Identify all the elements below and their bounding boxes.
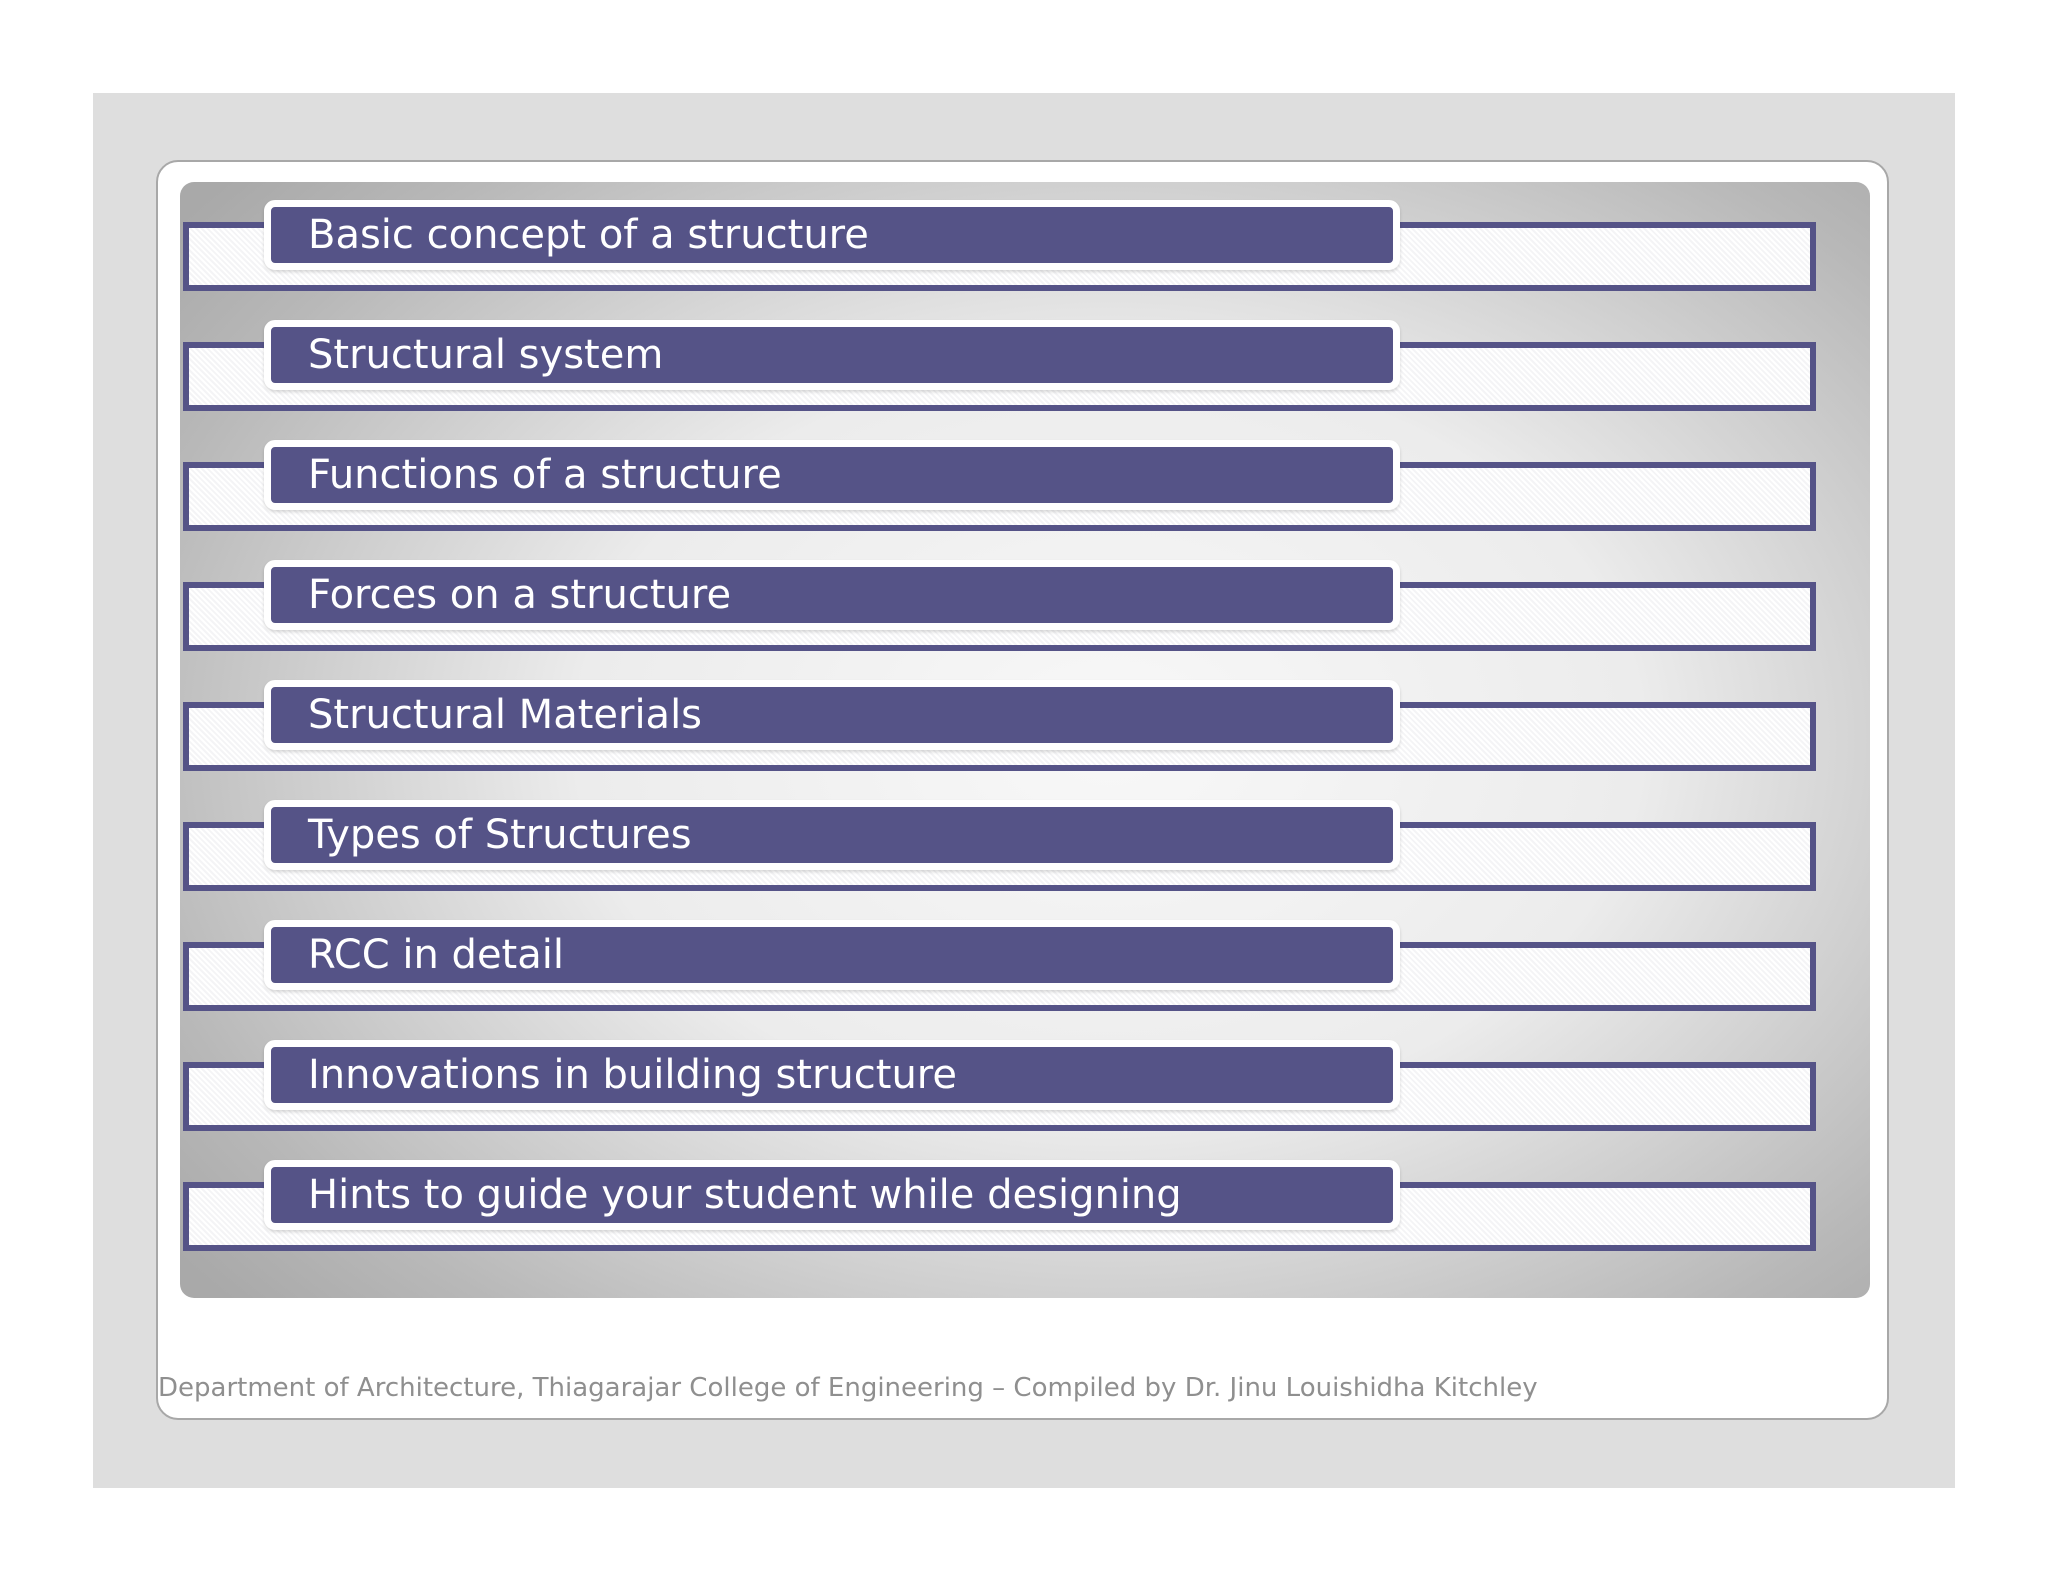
agenda-item-label: Forces on a structure (264, 560, 1400, 630)
agenda-item-5: Structural Materials (180, 663, 1870, 783)
agenda-item-label: Hints to guide your student while design… (264, 1160, 1400, 1230)
footer-credit: Department of Architecture, Thiagarajar … (158, 1373, 1538, 1403)
agenda-item-label: Basic concept of a structure (264, 200, 1400, 270)
agenda-item-label: Functions of a structure (264, 440, 1400, 510)
agenda-item-4: Forces on a structure (180, 543, 1870, 663)
agenda-item-label: RCC in detail (264, 920, 1400, 990)
agenda-item-label: Structural Materials (264, 680, 1400, 750)
agenda-item-label: Innovations in building structure (264, 1040, 1400, 1110)
agenda-item-2: Structural system (180, 303, 1870, 423)
agenda-item-1: Basic concept of a structure (180, 183, 1870, 303)
agenda-item-8: Innovations in building structure (180, 1023, 1870, 1143)
agenda-item-7: RCC in detail (180, 903, 1870, 1023)
agenda-item-label: Types of Structures (264, 800, 1400, 870)
agenda-item-3: Functions of a structure (180, 423, 1870, 543)
agenda-item-6: Types of Structures (180, 783, 1870, 903)
agenda-item-label: Structural system (264, 320, 1400, 390)
agenda-item-9: Hints to guide your student while design… (180, 1143, 1870, 1263)
